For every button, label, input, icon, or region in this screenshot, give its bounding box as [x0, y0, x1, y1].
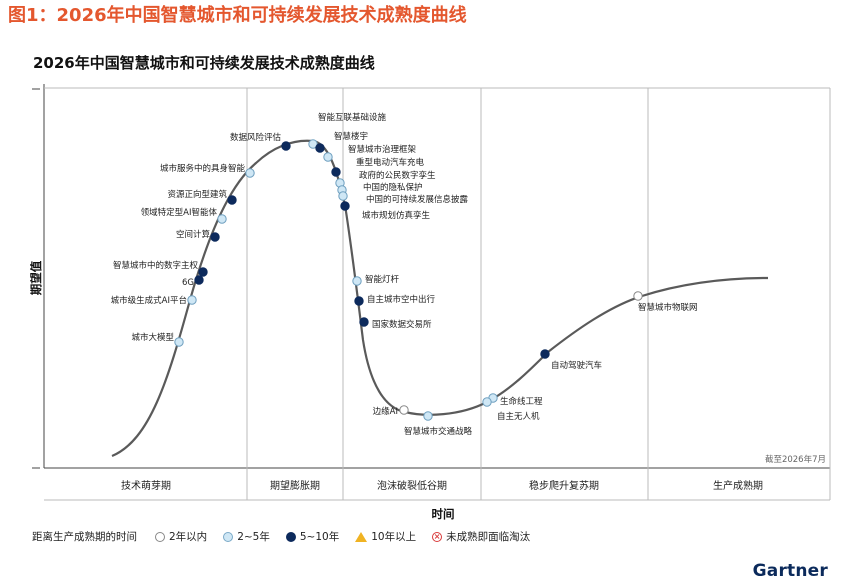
data-point-marker — [633, 291, 643, 301]
data-point-label: 资源正向型建筑 — [167, 189, 227, 200]
phase-label-0: 技术萌芽期 — [121, 479, 171, 492]
legend-white-circle-icon — [155, 531, 165, 542]
data-point-label: 城市级生成式AI平台 — [111, 295, 187, 306]
data-point-marker — [354, 296, 364, 306]
legend-item-label: 10年以上 — [371, 531, 417, 543]
data-point-marker — [187, 295, 197, 305]
legend-light-blue-circle-icon — [223, 531, 234, 542]
data-point-label: 自动驾驶汽车 — [551, 360, 602, 371]
chart-title: 2026年中国智慧城市和可持续发展技术成熟度曲线 — [33, 54, 375, 72]
data-points: 城市大模型 城市级生成式AI平台 6G 智慧城市中的数字主权 空间计算 领域特定型AI智能… — [111, 112, 698, 437]
legend-item-label: 5~10年 — [299, 531, 340, 543]
data-point-label: 智慧城市治理框架 — [348, 144, 417, 155]
phase-label-3: 稳步爬升复苏期 — [529, 479, 599, 492]
data-point-label: 数据风险评估 — [230, 132, 282, 143]
data-point-marker — [338, 191, 348, 201]
data-point-label: 自主城市空中出行 — [367, 294, 436, 305]
data-point-marker — [540, 349, 550, 359]
data-point-label: 重型电动汽车充电 — [356, 157, 425, 168]
data-point-label: 生命线工程 — [500, 396, 543, 407]
legend-item-lt2: 2年以内 — [155, 529, 207, 544]
data-point-marker — [359, 317, 369, 327]
legend-item-5to10: 5~10年 — [285, 529, 340, 544]
data-point-label: 城市大模型 — [131, 332, 174, 343]
data-point-marker — [340, 201, 350, 211]
data-point-label: 智慧楼宇 — [334, 131, 368, 142]
legend-item-2to5: 2~5年 — [223, 529, 270, 544]
data-point-label: 城市规划仿真孪生 — [362, 210, 431, 221]
data-point-marker — [399, 405, 409, 415]
gartner-logo: Gartner — [752, 561, 828, 581]
legend-item-10plus: 10年以上 — [355, 529, 416, 544]
legend-yellow-triangle-icon — [355, 531, 368, 542]
data-point-label: 智慧城市中的数字主权 — [113, 260, 199, 271]
data-point-marker — [323, 152, 333, 162]
data-point-marker — [198, 267, 208, 277]
data-point-label: 空间计算 — [176, 229, 211, 240]
y-axis-label: 期望值 — [29, 260, 43, 295]
data-point-label: 自主无人机 — [497, 411, 540, 422]
phase-label-4: 生产成熟期 — [713, 479, 763, 492]
data-point-marker — [315, 143, 325, 153]
as-of-date: 截至2026年7月 — [765, 454, 826, 465]
legend-title: 距离生产成熟期的时间 — [32, 531, 137, 543]
data-point-marker — [482, 397, 492, 407]
data-point-label: 智慧城市物联网 — [638, 302, 698, 313]
data-point-label: 边缘AI — [373, 406, 398, 417]
data-point-label: 中国的可持续发展信息披露 — [366, 194, 469, 205]
legend-item-obsolete: × 未成熟即面临淘汰 — [432, 529, 530, 544]
data-point-marker — [331, 167, 341, 177]
data-point-label: 城市服务中的具身智能 — [160, 163, 246, 174]
data-point-label: 中国的隐私保护 — [363, 182, 423, 193]
legend-item-label: 未成熟即面临淘汰 — [446, 531, 531, 543]
data-point-marker — [281, 141, 291, 151]
hype-curve — [111, 139, 769, 458]
data-point-marker — [210, 232, 220, 242]
data-point-marker — [217, 214, 227, 224]
data-point-label: 国家数据交易所 — [372, 319, 432, 330]
legend-item-label: 2年以内 — [169, 531, 208, 543]
data-point-marker — [227, 195, 237, 205]
legend-red-x-circle-icon: × — [432, 531, 443, 542]
data-point-label: 智能互联基础设施 — [318, 112, 387, 123]
data-point-marker — [174, 337, 184, 347]
data-point-marker — [194, 275, 204, 285]
data-point-label: 智慧城市交通战略 — [404, 426, 473, 437]
data-point-label: 领域特定型AI智能体 — [141, 207, 218, 218]
data-point-label: 6G — [182, 278, 194, 288]
phase-label-1: 期望膨胀期 — [270, 479, 320, 492]
data-point-label: 政府的公民数字孪生 — [359, 170, 436, 181]
data-point-marker — [308, 139, 318, 149]
legend: 距离生产成熟期的时间 2年以内 2~5年 5~10年 10年以上 × 未成熟即面… — [32, 529, 546, 544]
data-point-label: 智能灯杆 — [365, 274, 400, 285]
phase-label-2: 泡沫破裂低谷期 — [377, 479, 447, 492]
data-point-marker — [423, 411, 433, 421]
data-point-marker — [245, 168, 255, 178]
figure-title: 图1：2026年中国智慧城市和可持续发展技术成熟度曲线 — [8, 5, 467, 26]
data-point-marker — [352, 276, 362, 286]
x-axis-label: 时间 — [432, 507, 455, 521]
legend-item-label: 2~5年 — [237, 531, 270, 543]
legend-dark-blue-circle-icon — [285, 531, 296, 542]
